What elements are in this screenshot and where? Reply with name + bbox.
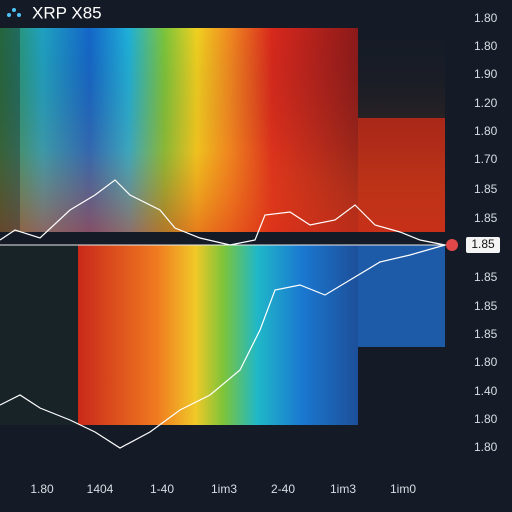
price-axis-label: 1.85 bbox=[474, 182, 498, 196]
price-axis-label: 1.80 bbox=[474, 412, 498, 426]
time-axis-label: 1im3 bbox=[211, 482, 237, 496]
price-axis-label: 1.90 bbox=[474, 67, 498, 81]
price-axis-label: 1.80 bbox=[474, 440, 498, 454]
price-axis-label: 1.20 bbox=[474, 96, 498, 110]
title: XRP X85 bbox=[32, 3, 102, 22]
indicator-line bbox=[0, 244, 446, 449]
price-axis-label: 1.80 bbox=[474, 39, 498, 53]
price-axis-label: 1.85 bbox=[474, 327, 498, 341]
price-axis-label: 1.40 bbox=[474, 384, 498, 398]
time-axis-label: 1im0 bbox=[390, 482, 416, 496]
price-axis-label: 1.80 bbox=[474, 355, 498, 369]
price-axis-label: 1.80 bbox=[474, 124, 498, 138]
time-axis-label: 2-40 bbox=[271, 482, 295, 496]
time-axis-label: 1.80 bbox=[30, 482, 54, 496]
price-tag bbox=[466, 237, 500, 253]
price-axis-label: 1.85 bbox=[474, 270, 498, 284]
logo-dot bbox=[17, 13, 21, 17]
price-marker bbox=[446, 239, 458, 251]
price-axis-label: 1.80 bbox=[474, 11, 498, 25]
price-axis-label: 1.70 bbox=[474, 152, 498, 166]
time-axis-label: 1-40 bbox=[150, 482, 174, 496]
price-axis-label: 1.85 bbox=[474, 211, 498, 225]
time-axis-label: 1im3 bbox=[330, 482, 356, 496]
volume-area bbox=[0, 245, 78, 425]
heat-fade bbox=[0, 28, 445, 232]
logo-dot bbox=[7, 13, 11, 17]
price-tag-label: 1.85 bbox=[471, 237, 495, 251]
time-axis-label: 1404 bbox=[87, 482, 114, 496]
indicator-line bbox=[0, 179, 446, 246]
logo-dot bbox=[12, 8, 16, 12]
heat-shade bbox=[0, 28, 20, 232]
heat-band bbox=[78, 245, 358, 425]
price-axis-label: 1.85 bbox=[474, 299, 498, 313]
heat-band bbox=[358, 245, 445, 347]
